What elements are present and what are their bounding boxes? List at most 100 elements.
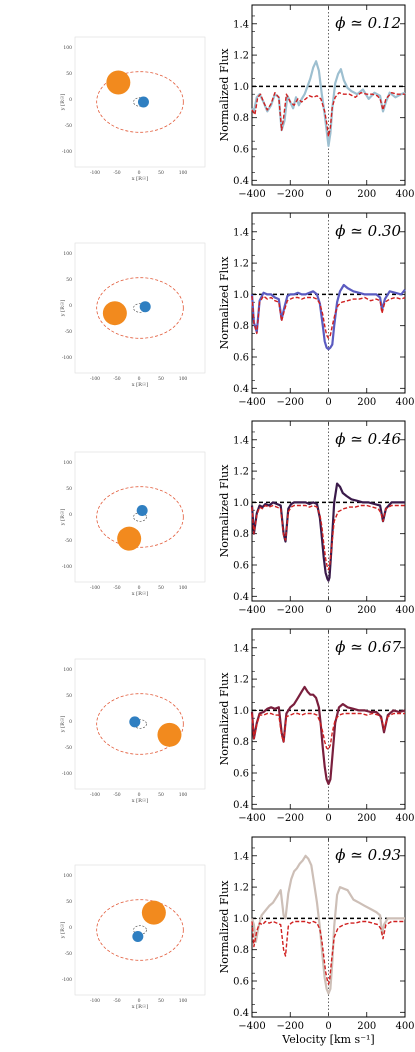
orbit-x-tick-label: 100 (179, 792, 188, 798)
orbit-y-tick-label: -100 (62, 355, 72, 361)
orbit-y-tick-label: -100 (62, 771, 72, 777)
x-tick-label: 400 (395, 189, 414, 200)
y-tick-label: 1.0 (233, 914, 249, 925)
x-tick-label: 200 (357, 1021, 376, 1032)
orbit-y-label: y [R☉] (60, 509, 66, 527)
spectrum-panel-3: 0.4 0.6 0.8 1.0 1.2 1.4 −400 −200 0 200 400 Normali… (218, 420, 415, 616)
observed-spectrum-line (250, 854, 405, 995)
y-tick-label: 1.2 (233, 51, 249, 62)
x-tick-label: −200 (277, 189, 304, 200)
orbit-x-tick-label: -50 (113, 792, 120, 798)
orbit-y-tick-label: -50 (65, 951, 72, 957)
observed-spectrum-line (250, 685, 406, 786)
orbit-x-tick-label: -50 (113, 998, 120, 1004)
orbit-x-tick-label: 0 (138, 998, 141, 1004)
accretor-star (136, 505, 148, 516)
orbit-x-tick-label: 0 (138, 585, 141, 591)
y-tick-label: 0.4 (233, 1008, 249, 1019)
spectrum-panel-1: 0.4 0.6 0.8 1.0 1.2 1.4 −400 −200 0 200 400 Normali… (218, 4, 415, 200)
donor-star (106, 70, 131, 95)
y-tick-label: 0.6 (233, 977, 249, 988)
donor-star (141, 900, 166, 925)
orbit-x-tick-label: 100 (179, 585, 188, 591)
x-tick-label: 200 (357, 189, 376, 200)
y-axis-label: Normalized Flux (218, 48, 231, 142)
donor-star (117, 526, 142, 551)
accretor-orbit (133, 719, 147, 729)
donor-orbit (96, 277, 184, 339)
orbit-diagram-3: -100 -50 0 50 100 100 50 0 -50 -100 x [R☉] y [R☉] (60, 451, 206, 597)
spectrum-panel-5: 0.4 0.6 0.8 1.0 1.2 1.4 −400 −200 0 200 400 Normali… (218, 836, 415, 1046)
y-tick-label: 1.0 (233, 706, 249, 717)
y-tick-label: 0.8 (233, 113, 249, 124)
axes-frame (251, 212, 406, 394)
orbit-x-tick-label: -100 (90, 998, 100, 1004)
orbit-x-label: x [R☉] (132, 176, 149, 182)
y-axis-label: Normalized Flux (218, 880, 231, 974)
orbit-y-tick-label: 50 (66, 899, 72, 905)
x-tick-label: 0 (325, 397, 331, 408)
spectrum-panel-4: 0.4 0.6 0.8 1.0 1.2 1.4 −400 −200 0 200 400 Normali… (218, 628, 415, 824)
y-tick-label: 0.8 (233, 737, 249, 748)
donor-orbit (96, 486, 184, 548)
orbit-x-tick-label: -50 (113, 585, 120, 591)
orbit-x-tick-label: 100 (179, 998, 188, 1004)
y-tick-label: 1.2 (233, 675, 249, 686)
y-tick-label: 1.4 (233, 227, 249, 238)
orbit-frame (74, 451, 206, 583)
y-tick-label: 0.6 (233, 353, 249, 364)
x-tick-label: −400 (238, 605, 265, 616)
y-tick-label: 0.8 (233, 529, 249, 540)
y-tick-label: 0.6 (233, 145, 249, 156)
orbit-x-tick-label: -100 (90, 376, 100, 382)
orbit-x-tick-label: 100 (179, 170, 188, 176)
x-tick-label: 400 (395, 397, 414, 408)
donor-star (157, 722, 182, 747)
orbit-x-tick-label: 50 (158, 998, 164, 1004)
y-tick-label: 1.2 (233, 883, 249, 894)
orbit-y-label: y [R☉] (60, 716, 66, 734)
donor-orbit (96, 899, 184, 961)
x-tick-label: 0 (325, 813, 331, 824)
orbit-y-tick-label: 100 (63, 45, 72, 51)
orbit-y-label: y [R☉] (60, 922, 66, 940)
x-tick-label: 200 (357, 605, 376, 616)
observed-spectrum-line (250, 283, 406, 351)
orbit-y-tick-label: -50 (65, 123, 72, 129)
orbit-diagram-2: -100 -50 0 50 100 100 50 0 -50 -100 x [R☉] y [R☉] (60, 242, 206, 388)
y-tick-label: 1.0 (233, 498, 249, 509)
x-tick-label: −200 (277, 813, 304, 824)
x-tick-label: 0 (325, 189, 331, 200)
x-tick-label: 0 (325, 605, 331, 616)
accretor-star (137, 96, 149, 108)
x-tick-label: −400 (238, 1021, 265, 1032)
orbit-y-tick-label: 50 (66, 71, 72, 77)
accretor-star (132, 931, 144, 942)
phase-label: ϕ ≃ 0.67 (335, 638, 401, 656)
y-tick-label: 0.4 (233, 176, 249, 187)
orbit-diagram-4: -100 -50 0 50 100 100 50 0 -50 -100 x [R☉] y [R☉] (60, 658, 206, 804)
orbit-y-tick-label: -100 (62, 564, 72, 570)
x-tick-label: 200 (357, 397, 376, 408)
y-axis-label: Normalized Flux (218, 464, 231, 558)
y-tick-label: 1.2 (233, 467, 249, 478)
orbit-x-tick-label: 0 (138, 792, 141, 798)
donor-orbit (96, 71, 184, 133)
x-tick-label: −200 (277, 397, 304, 408)
donor-star (102, 301, 127, 326)
orbit-x-label: x [R☉] (132, 591, 149, 597)
y-axis-label: Normalized Flux (218, 672, 231, 766)
orbit-y-tick-label: 100 (63, 667, 72, 673)
model-spectrum-line (251, 920, 405, 985)
y-tick-label: 0.8 (233, 945, 249, 956)
orbit-x-label: x [R☉] (132, 382, 149, 388)
y-axis-label: Normalized Flux (218, 256, 231, 350)
y-tick-label: 1.2 (233, 259, 249, 270)
orbit-y-tick-label: 50 (66, 277, 72, 283)
x-tick-label: −400 (238, 189, 265, 200)
accretor-star (139, 301, 151, 313)
y-tick-label: 0.8 (233, 321, 249, 332)
orbit-x-tick-label: 100 (179, 376, 188, 382)
x-axis-label: Velocity [km s⁻¹] (281, 1033, 374, 1046)
orbit-x-tick-label: 50 (158, 170, 164, 176)
